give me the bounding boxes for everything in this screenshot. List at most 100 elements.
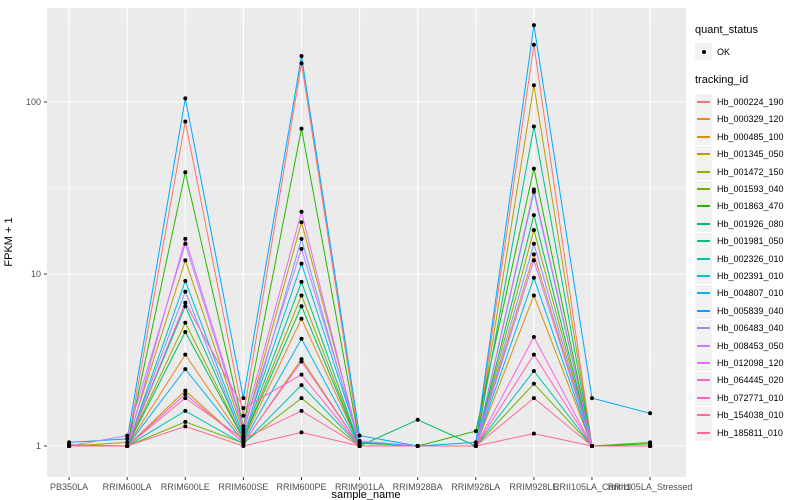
y-tick-label: 100: [26, 97, 41, 107]
data-point: [183, 367, 188, 372]
data-point: [648, 411, 653, 416]
data-point: [125, 440, 130, 445]
x-tick-label: RRIM928LE: [509, 482, 558, 492]
legend-item: Hb_002391_010: [695, 267, 800, 285]
data-point: [125, 436, 130, 441]
x-tick-label: RRIM600LE: [161, 482, 210, 492]
data-point: [531, 396, 536, 401]
data-point: [183, 236, 188, 241]
data-point: [183, 304, 188, 309]
legend-item: Hb_008453_050: [695, 337, 800, 355]
legend-line-swatch: [695, 267, 712, 285]
data-point: [299, 261, 304, 266]
data-point: [183, 396, 188, 401]
data-point: [531, 258, 536, 263]
data-point: [648, 444, 653, 448]
axis-ticks: [44, 101, 651, 480]
data-point: [531, 23, 536, 28]
legend-label: Hb_002391_010: [717, 270, 784, 281]
legend-label: Hb_008453_050: [717, 340, 784, 351]
data-point: [473, 444, 478, 448]
legend-label: Hb_000485_100: [717, 131, 784, 142]
data-point: [531, 369, 536, 373]
legend-item: Hb_005839_040: [695, 302, 800, 320]
data-point: [183, 419, 188, 424]
legend-line-swatch: [695, 354, 712, 372]
data-point: [67, 444, 72, 448]
data-point: [590, 444, 594, 448]
legend-line-swatch: [695, 128, 712, 146]
legend-label: Hb_001472_150: [717, 166, 784, 177]
legend-label: Hb_000329_120: [717, 114, 784, 125]
legend-item: Hb_000329_120: [695, 110, 800, 128]
data-point: [299, 336, 304, 341]
legend-label: Hb_000224_190: [717, 97, 784, 108]
legend-item: Hb_001863_470: [695, 197, 800, 215]
data-point: [531, 352, 536, 357]
data-point: [531, 335, 536, 339]
legend-label: Hb_185811_010: [717, 427, 783, 438]
legend-line-swatch: [695, 406, 712, 424]
legend-title-quant-status: quant_status: [695, 24, 758, 36]
data-point: [299, 126, 304, 131]
legend-item: Hb_000224_190: [695, 93, 800, 111]
data-point: [531, 42, 536, 47]
data-point: [531, 213, 536, 218]
data-point: [183, 258, 188, 263]
data-point: [299, 383, 304, 388]
legend-line-swatch: [695, 389, 712, 407]
data-point: [531, 187, 536, 192]
legend-title-tracking-id: tracking_id: [695, 74, 749, 87]
legend-line-swatch: [695, 371, 712, 389]
data-point: [299, 372, 304, 377]
data-point: [183, 388, 188, 393]
y-axis-title: FPKM + 1: [3, 217, 15, 266]
data-point: [299, 54, 304, 58]
data-point: [299, 316, 304, 321]
data-point: [183, 289, 188, 294]
legend-line-swatch: [695, 197, 712, 215]
data-point: [299, 396, 304, 401]
x-tick-label: RRII105LA_Stressed: [608, 482, 693, 492]
legend-line-swatch: [695, 93, 712, 111]
data-point: [241, 406, 246, 411]
legend-line-swatch: [695, 424, 712, 441]
y-tick-label: 1: [36, 441, 41, 451]
legend-label: Hb_072771_010: [717, 392, 784, 403]
legend-item: Hb_002326_010: [695, 250, 800, 268]
legend-line-swatch: [695, 215, 712, 233]
data-point: [299, 304, 304, 309]
data-point: [183, 241, 188, 246]
data-point: [183, 392, 188, 397]
x-axis-title: sample_name: [331, 489, 400, 500]
x-tick-labels: PB350LA RRIM600LA RRIM600LE RRIM600SE RRIM60…: [50, 482, 692, 492]
legend-line-swatch: [695, 319, 712, 337]
data-point: [415, 444, 420, 448]
data-point: [183, 330, 188, 334]
legend-item: Hb_012098_120: [695, 354, 800, 372]
x-tick-label: RRIM600LA: [103, 482, 152, 492]
legend-line-swatch: [695, 110, 712, 128]
legend-label: Hb_002326_010: [717, 253, 784, 264]
legend-line-swatch: [695, 302, 712, 320]
data-point: [473, 429, 478, 434]
legend-item: Hb_004807_010: [695, 284, 800, 302]
data-point: [241, 413, 246, 418]
legend-line-swatch: [695, 180, 712, 198]
x-tick-label: RRIM928LA: [451, 482, 500, 492]
data-point: [241, 430, 246, 435]
data-point: [241, 436, 246, 441]
x-tick-label: RRIM901LA: [335, 482, 384, 492]
data-point: [125, 433, 130, 438]
legend-quant-status: quant_status OK: [695, 24, 800, 61]
legend-line-swatch: [695, 145, 712, 163]
legend-label: Hb_001863_470: [717, 201, 784, 212]
data-point: [531, 293, 536, 298]
data-point: [299, 209, 304, 214]
legend-label: Hb_154038_010: [717, 410, 784, 421]
data-point: [531, 252, 536, 257]
legend-item: Hb_001472_150: [695, 163, 800, 181]
data-point: [241, 433, 246, 438]
